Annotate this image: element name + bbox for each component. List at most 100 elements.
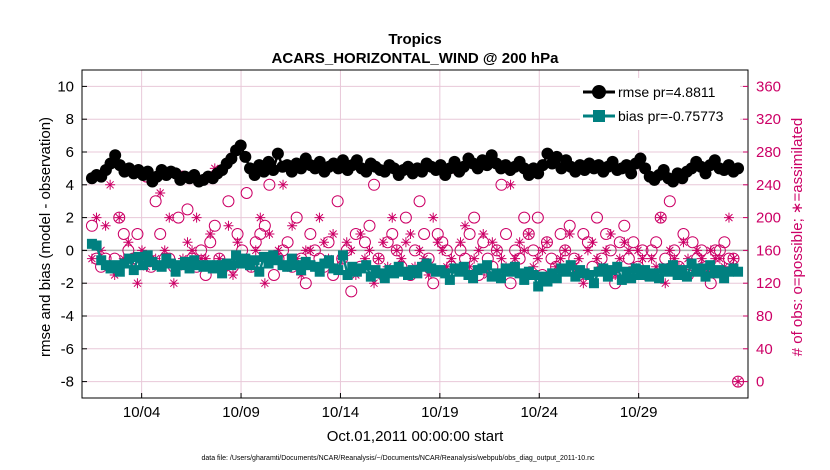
plot-frame [81,69,749,399]
bias-point [616,274,627,285]
bias-point [458,261,469,272]
obs-assimilated-point [346,245,357,256]
obs-assimilated-star [273,245,284,256]
obs-assimilated-star [578,278,589,289]
obs-assimilated-star [214,253,225,264]
obs-assimilated-star [391,245,402,256]
obs-assimilated-star [505,179,516,190]
obs-assimilated-point [605,229,616,239]
obs-assimilated-point [396,253,407,264]
bias-series [86,238,744,292]
obs-assimilated-point [232,237,243,248]
obs-assimilated-point [537,245,548,256]
obs-assimilated-point [592,253,603,264]
right-tick-label: 160 [756,242,781,259]
rmse-point [267,164,280,177]
bias-point [333,265,344,276]
obs-assimilated-star [523,229,534,239]
obs-assimilated-star [723,212,734,223]
obs-assimilated-star [592,253,603,264]
obs-assimilated-point [355,229,366,239]
obs-assimilated-point [341,237,352,248]
bias-point [677,265,688,276]
obs-assimilated-star [223,220,234,231]
bias-point [91,240,102,251]
x-tick-label: 10/09 [222,404,260,421]
left-tick-label: -8 [61,374,74,391]
obs-assimilated-point [305,245,316,256]
obs-possible-point [358,236,371,249]
obs-assimilated-star [364,245,375,256]
obs-assimilated-star [105,179,116,190]
bias-point [570,271,581,282]
obs-assimilated-point [428,212,439,223]
obs-assimilated-star [601,245,612,256]
obs-possible-point [263,178,276,191]
obs-assimilated-point [105,179,116,190]
obs-assimilated-star [396,253,407,264]
rmse-point [536,159,549,172]
x-tick-label: 10/14 [322,404,360,421]
obs-assimilated-point [287,220,298,231]
obs-possible-point [258,219,271,232]
obs-possible-point [627,236,640,249]
left-tick-label: 6 [66,144,74,161]
obs-assimilated-point [164,212,175,223]
obs-assimilated-point [378,237,389,248]
y-axis-label-left: rmse and bias (model - observation) [37,117,54,357]
obs-assimilated-point [573,253,584,264]
obs-assimilated-star [487,237,498,248]
right-tick-label: 120 [756,275,781,292]
obs-assimilated-point [387,212,398,223]
obs-assimilated-point [551,261,562,272]
right-tick-label: 280 [756,144,781,161]
obs-assimilated-star [341,237,352,248]
obs-possible-point [531,211,544,224]
bias-point [324,255,335,266]
obs-assimilated-star [478,229,489,239]
obs-possible-point [418,228,431,240]
obs-assimilated-point [632,245,643,256]
bias-point [602,271,613,282]
rmse-point [248,168,261,181]
obs-assimilated-point [678,237,689,248]
obs-assimilated-star [678,237,689,248]
obs-assimilated-star [91,212,102,223]
obs-assimilated-point [123,237,134,248]
obs-assimilated-point [541,237,552,248]
bias-point [361,260,372,271]
bias-point [133,251,144,262]
obs-possible-point [254,228,267,240]
left-tick-label: 2 [66,210,74,227]
bias-point [114,266,125,277]
obs-possible-point [85,219,98,232]
obs-assimilated-star [705,245,716,256]
obs-assimilated-star [446,253,457,264]
bias-point [495,273,506,284]
bias-point [314,266,325,277]
obs-possible-point [390,244,403,257]
obs-assimilated-star [632,245,643,256]
obs-assimilated-star [696,253,707,264]
obs-assimilated-point [364,245,375,256]
obs-assimilated-star [159,245,170,256]
bias-point [588,278,599,289]
data-file-footnote: data file: /Users/gharamti/Documents/NCA… [201,455,595,462]
obs-assimilated-star [328,229,339,239]
obs-possible-point [654,211,667,224]
left-tick-label: 8 [66,111,74,128]
bias-point [654,273,665,284]
obs-assimilated-point [660,278,671,289]
rmse-point [550,150,563,163]
obs-assimilated-point [637,253,648,264]
obs-assimilated-point [264,229,275,239]
bias-point [337,250,348,261]
obs-assimilated-point [441,261,452,272]
obs-assimilated-point [655,212,666,223]
obs-assimilated-star [232,237,243,248]
obs-assimilated-point [214,253,225,264]
bias-point [561,266,572,277]
obs-assimilated-point [601,245,612,256]
legend: rmse pr=4.8811 bias pr=-0.75773 [580,78,740,130]
x-tick-label: 10/19 [421,404,459,421]
